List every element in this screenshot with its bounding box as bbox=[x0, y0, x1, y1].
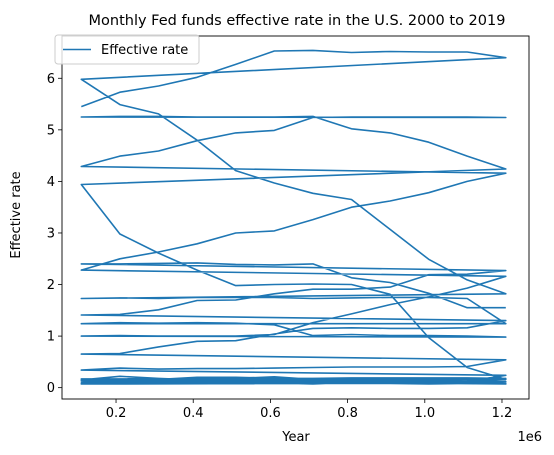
x-tick-label: 0.2 bbox=[106, 406, 127, 421]
y-axis-ticks: 0 1 2 3 4 5 6 bbox=[47, 72, 62, 396]
y-tick-label: 1 bbox=[47, 330, 55, 345]
legend-box bbox=[54, 34, 200, 65]
y-tick-label: 0 bbox=[47, 381, 55, 396]
x-tick-label: 1.0 bbox=[414, 406, 435, 421]
chart-title: Monthly Fed funds effective rate in the … bbox=[89, 13, 506, 29]
x-axis-ticks: 0.2 0.4 0.6 0.8 1.0 1.2 bbox=[106, 399, 513, 421]
legend: Effective rate bbox=[54, 34, 200, 65]
x-tick-label: 0.4 bbox=[183, 406, 204, 421]
x-tick-label: 1.2 bbox=[492, 406, 513, 421]
x-axis-offset-label: 1e6 bbox=[517, 430, 542, 445]
plot-frame bbox=[61, 35, 530, 400]
x-tick-label: 0.6 bbox=[260, 406, 281, 421]
x-tick-label: 0.8 bbox=[337, 406, 358, 421]
x-axis-label: Year bbox=[281, 430, 310, 445]
series-line-effective-rate bbox=[80, 49, 507, 385]
legend-label: Effective rate bbox=[101, 43, 188, 58]
y-tick-label: 6 bbox=[47, 72, 55, 87]
y-tick-label: 4 bbox=[47, 175, 55, 190]
series-layer bbox=[80, 49, 507, 385]
y-tick-label: 5 bbox=[47, 123, 55, 138]
y-axis-label: Effective rate bbox=[9, 171, 24, 258]
y-tick-label: 2 bbox=[47, 278, 55, 293]
y-tick-label: 3 bbox=[47, 226, 55, 241]
